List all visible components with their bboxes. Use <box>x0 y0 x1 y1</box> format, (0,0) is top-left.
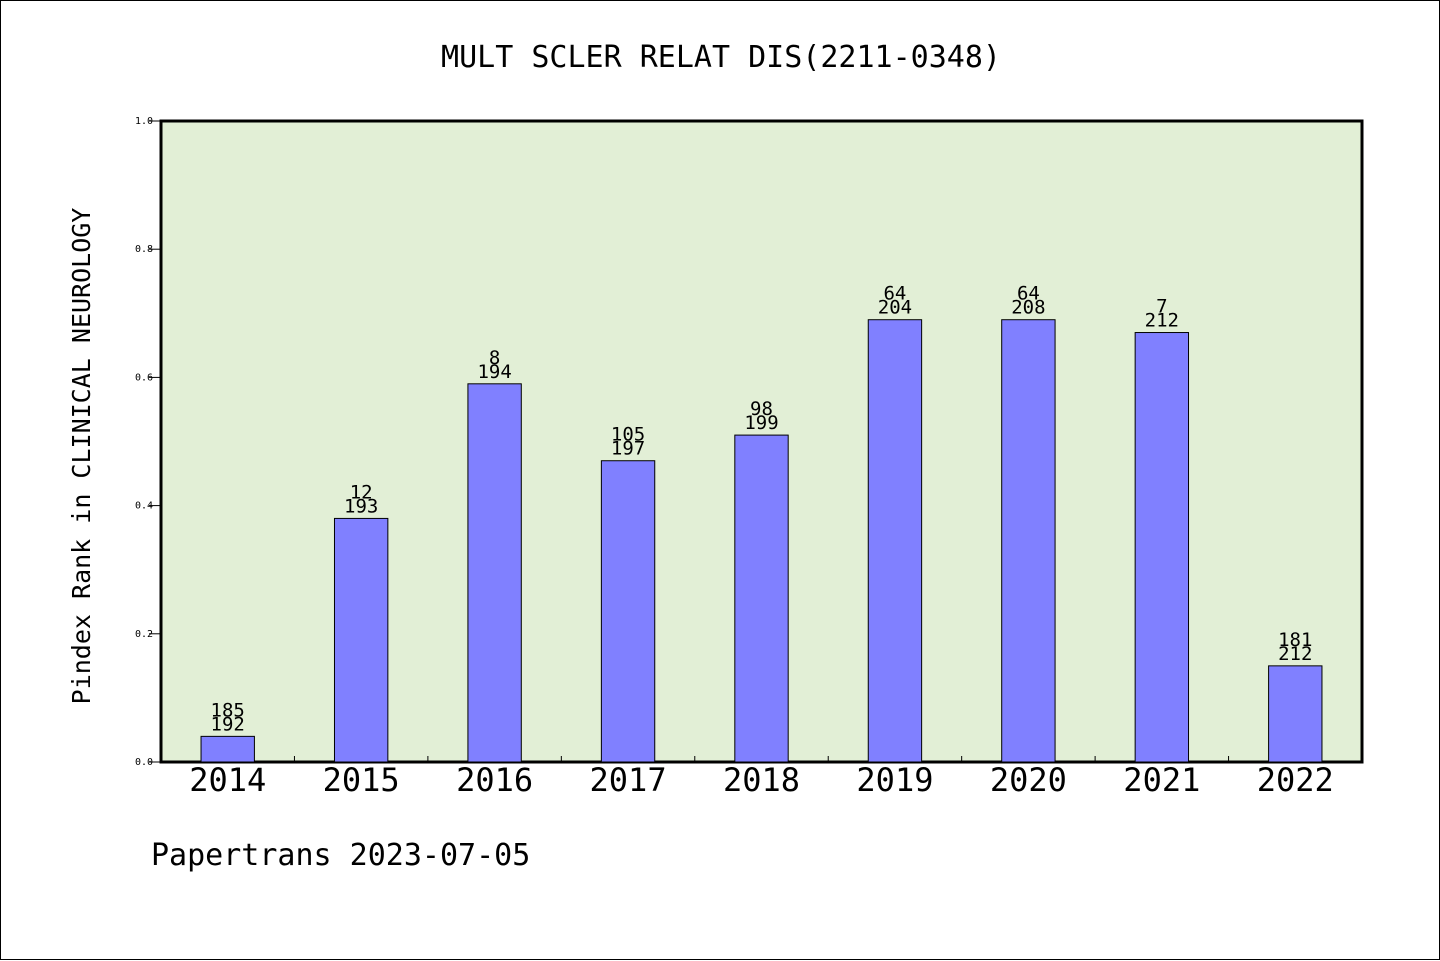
x-tick-label-2015: 2015 <box>323 761 400 799</box>
x-tick-label-2017: 2017 <box>590 761 667 799</box>
x-tick-label-2019: 2019 <box>856 761 933 799</box>
bar-label-bottom-2020: 208 <box>1011 297 1045 319</box>
bar-2015 <box>333 517 389 763</box>
x-tick-label-2022: 2022 <box>1257 761 1334 799</box>
bar-label-bottom-2016: 194 <box>477 361 511 383</box>
bar-label-bottom-2017: 197 <box>611 438 645 460</box>
y-tick-label: 0.0 <box>135 757 153 768</box>
y-tick-label: 1.0 <box>135 116 153 127</box>
bar-2016 <box>467 383 522 763</box>
bar-label-top-2021: 7 <box>1156 296 1167 318</box>
y-tick-label: 0.6 <box>135 372 153 383</box>
bar-label-bottom-2018: 199 <box>744 412 778 434</box>
chart-title: MULT SCLER RELAT DIS(2211-0348) <box>441 40 1001 75</box>
bar-label-top-2014: 185 <box>211 699 245 721</box>
bar-label-top-2022: 181 <box>1278 629 1312 651</box>
y-axis-label: Pindex Rank in CLINICAL NEUROLOGY <box>67 208 96 705</box>
bar-2021 <box>1134 332 1190 763</box>
bar-2018 <box>734 434 789 763</box>
bar-label-bottom-2021: 212 <box>1145 310 1179 332</box>
x-ticks-group: 2014 2015 2016 2017 2018 2019 2020 2021 2022 <box>189 756 1334 799</box>
x-tick-label-2014: 2014 <box>189 761 266 799</box>
y-tick-label: 0.2 <box>135 629 153 640</box>
bar-label-top-2016: 8 <box>489 347 500 369</box>
bar-label-bottom-2019: 204 <box>878 297 912 319</box>
bar-label-top-2015: 12 <box>350 481 373 503</box>
y-ticks-group: 0.0 0.2 0.4 0.6 0.8 1.0 <box>135 116 161 768</box>
bar-label-top-2018: 98 <box>750 398 773 420</box>
y-tick-label: 0.4 <box>135 501 153 512</box>
x-tick-label-2021: 2021 <box>1123 761 1200 799</box>
bar-2017 <box>600 460 656 763</box>
footer-credit: Papertrans 2023-07-05 <box>151 838 530 873</box>
bar-2020 <box>1001 319 1056 763</box>
bar-label-bottom-2015: 193 <box>344 495 378 517</box>
x-tick-label-2016: 2016 <box>456 761 533 799</box>
bar-2022 <box>1268 665 1323 763</box>
bar-label-bottom-2014: 192 <box>211 713 245 735</box>
bar-label-top-2019: 64 <box>883 283 906 305</box>
x-tick-label-2020: 2020 <box>990 761 1067 799</box>
bar-label-bottom-2022: 212 <box>1278 643 1312 665</box>
x-tick-label-2018: 2018 <box>723 761 800 799</box>
bar-label-top-2017: 105 <box>611 424 645 446</box>
bar-2014 <box>200 735 255 763</box>
y-tick-label: 0.8 <box>135 244 153 255</box>
bar-2019 <box>867 319 923 763</box>
bars-group <box>200 319 1323 763</box>
bar-label-top-2020: 64 <box>1017 283 1040 305</box>
